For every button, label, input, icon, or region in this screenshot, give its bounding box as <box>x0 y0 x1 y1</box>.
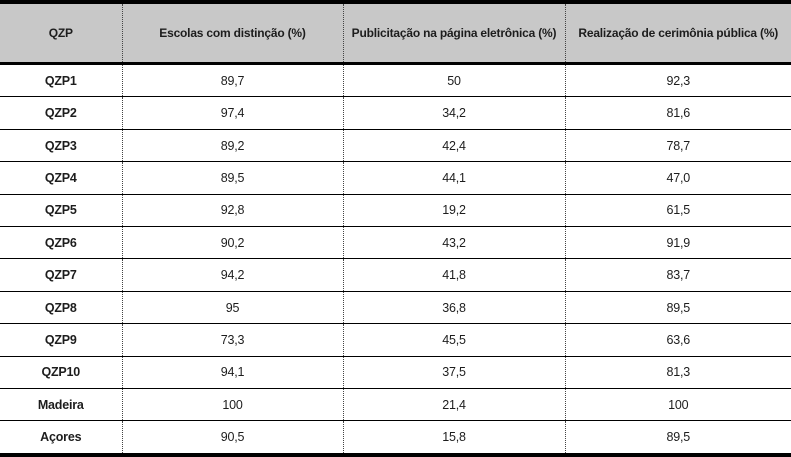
table-cell: 47,0 <box>564 161 791 195</box>
table-row: QZP2 97,4 34,2 81,6 <box>0 96 791 130</box>
table-row: QZP7 94,2 41,8 83,7 <box>0 258 791 292</box>
table-cell: 42,4 <box>342 128 565 162</box>
table-cell: 90,2 <box>121 226 343 259</box>
table-cell: 89,2 <box>121 128 343 162</box>
row-label: QZP6 <box>0 226 122 259</box>
table-row: QZP1 89,7 50 92,3 <box>0 62 791 97</box>
table-row: Madeira 100 21,4 100 <box>0 388 791 421</box>
row-label: Madeira <box>0 388 122 421</box>
table-cell: 34,2 <box>342 96 565 130</box>
table-cell: 44,1 <box>342 161 565 195</box>
column-header-publicitacao: Publicitação na página eletrônica (%) <box>342 2 565 65</box>
row-label: QZP10 <box>0 355 122 389</box>
row-label: QZP2 <box>0 96 122 130</box>
table-row: QZP10 94,1 37,5 81,3 <box>0 355 791 389</box>
table-cell: 78,7 <box>564 128 791 162</box>
column-header-escolas: Escolas com distinção (%) <box>121 2 343 65</box>
table-cell: 21,4 <box>342 388 565 421</box>
row-label: QZP5 <box>0 193 122 227</box>
table-cell: 83,7 <box>564 258 791 292</box>
table-cell: 37,5 <box>342 355 565 389</box>
column-header-qzp: QZP <box>0 2 122 65</box>
table-cell: 94,1 <box>121 355 343 389</box>
table-cell: 45,5 <box>342 323 565 357</box>
row-label: QZP1 <box>0 62 122 97</box>
table-row: QZP3 89,2 42,4 78,7 <box>0 128 791 162</box>
table-cell: 94,2 <box>121 258 343 292</box>
table-cell: 36,8 <box>342 290 565 324</box>
table-cell: 95 <box>121 290 343 324</box>
table-row: Açores 90,5 15,8 89,5 <box>0 420 791 455</box>
table-cell: 43,2 <box>342 226 565 259</box>
table-row: QZP9 73,3 45,5 63,6 <box>0 323 791 357</box>
table-cell: 89,5 <box>564 290 791 324</box>
table-cell: 90,5 <box>121 420 343 455</box>
table-cell: 81,3 <box>564 355 791 389</box>
row-label: Açores <box>0 420 122 455</box>
table-row: QZP5 92,8 19,2 61,5 <box>0 193 791 227</box>
table-cell: 100 <box>564 388 791 421</box>
table-row: QZP8 95 36,8 89,5 <box>0 290 791 324</box>
table-cell: 73,3 <box>121 323 343 357</box>
header-row: QZP Escolas com distinção (%) Publicitaç… <box>0 2 791 65</box>
table-cell: 61,5 <box>564 193 791 227</box>
table-cell: 89,5 <box>121 161 343 195</box>
table-cell: 89,5 <box>564 420 791 455</box>
table-cell: 97,4 <box>121 96 343 130</box>
row-label: QZP3 <box>0 128 122 162</box>
table-cell: 19,2 <box>342 193 565 227</box>
table-cell: 89,7 <box>121 62 343 97</box>
table-cell: 92,8 <box>121 193 343 227</box>
table-cell: 81,6 <box>564 96 791 130</box>
table-cell: 15,8 <box>342 420 565 455</box>
column-header-cerimonia: Realização de cerimônia pública (%) <box>564 2 791 65</box>
row-label: QZP7 <box>0 258 122 292</box>
row-label: QZP8 <box>0 290 122 324</box>
table-row: QZP4 89,5 44,1 47,0 <box>0 161 791 195</box>
table-cell: 63,6 <box>564 323 791 357</box>
table-cell: 100 <box>121 388 343 421</box>
row-label: QZP9 <box>0 323 122 357</box>
row-label: QZP4 <box>0 161 122 195</box>
table-cell: 41,8 <box>342 258 565 292</box>
table-cell: 91,9 <box>564 226 791 259</box>
table-cell: 92,3 <box>564 62 791 97</box>
table-cell: 50 <box>342 62 565 97</box>
table-row: QZP6 90,2 43,2 91,9 <box>0 226 791 259</box>
